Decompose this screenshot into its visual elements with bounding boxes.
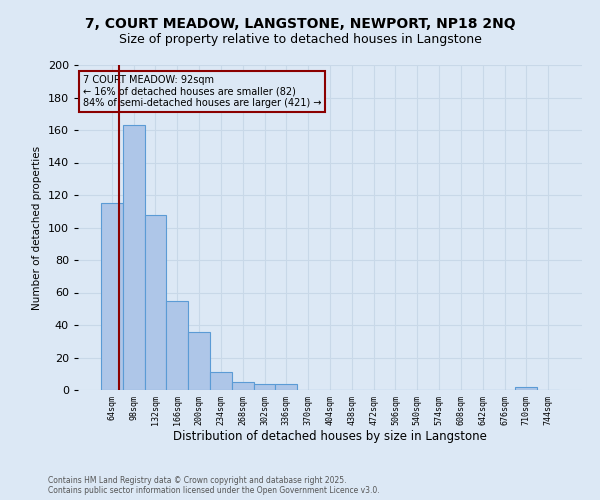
Text: 7, COURT MEADOW, LANGSTONE, NEWPORT, NP18 2NQ: 7, COURT MEADOW, LANGSTONE, NEWPORT, NP1… — [85, 18, 515, 32]
Bar — [275, 384, 297, 390]
Bar — [515, 387, 537, 390]
Bar — [123, 125, 145, 390]
Y-axis label: Number of detached properties: Number of detached properties — [32, 146, 42, 310]
Text: Size of property relative to detached houses in Langstone: Size of property relative to detached ho… — [119, 32, 481, 46]
X-axis label: Distribution of detached houses by size in Langstone: Distribution of detached houses by size … — [173, 430, 487, 444]
Bar — [210, 372, 232, 390]
Text: Contains HM Land Registry data © Crown copyright and database right 2025.
Contai: Contains HM Land Registry data © Crown c… — [48, 476, 380, 495]
Bar — [232, 382, 254, 390]
Text: 7 COURT MEADOW: 92sqm
← 16% of detached houses are smaller (82)
84% of semi-deta: 7 COURT MEADOW: 92sqm ← 16% of detached … — [83, 74, 322, 108]
Bar — [254, 384, 275, 390]
Bar — [188, 332, 210, 390]
Bar — [166, 300, 188, 390]
Bar — [101, 203, 123, 390]
Bar — [145, 214, 166, 390]
